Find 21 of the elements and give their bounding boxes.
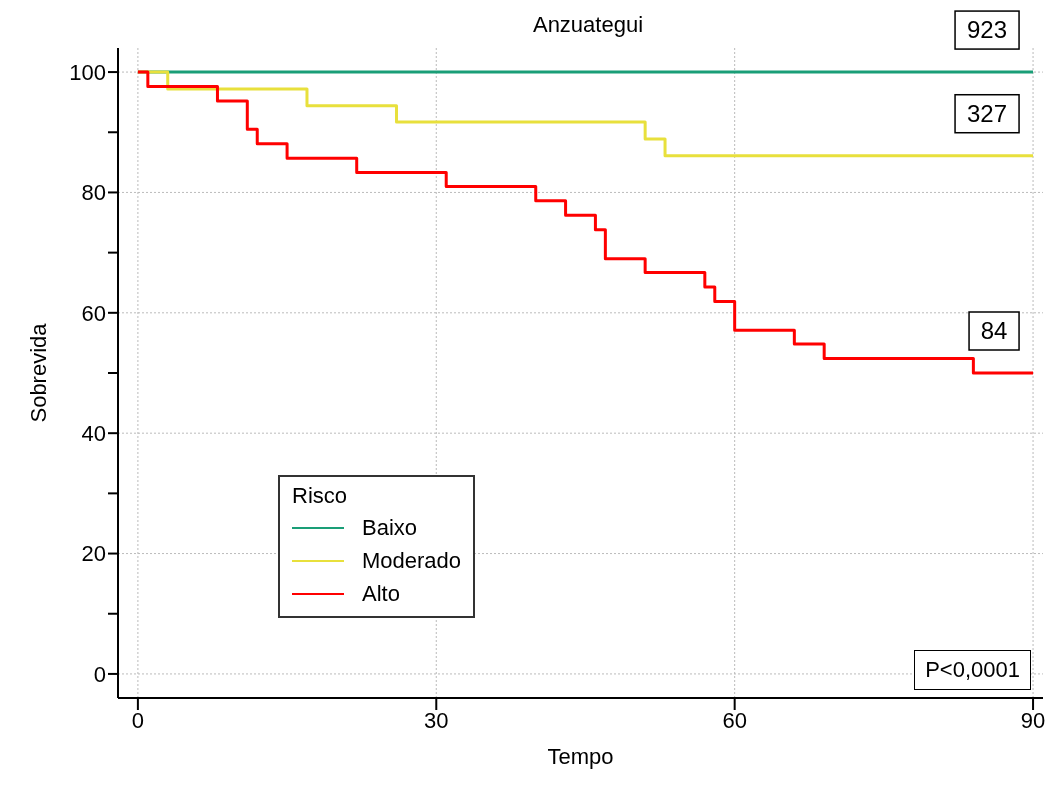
legend-label: Moderado bbox=[362, 547, 462, 574]
legend-label: Alto bbox=[362, 580, 400, 607]
y-tick-label: 0 bbox=[93, 661, 106, 687]
y-tick-label: 80 bbox=[81, 180, 106, 206]
x-tick-label: 30 bbox=[424, 707, 449, 733]
y-tick-label: 20 bbox=[81, 541, 106, 567]
annotation: 327 bbox=[967, 99, 1008, 127]
legend-label: Baixo bbox=[362, 514, 418, 541]
x-tick-label: 90 bbox=[1020, 707, 1046, 733]
x-tick-label: 60 bbox=[722, 707, 747, 733]
y-tick-label: 40 bbox=[81, 421, 106, 446]
annotation: P<0,0001 bbox=[914, 650, 1031, 690]
annotation: 84 bbox=[980, 317, 1008, 344]
y-tick-label: 60 bbox=[81, 300, 106, 326]
legend-title: Risco bbox=[292, 483, 348, 509]
chart-title: Anzuategui bbox=[532, 12, 644, 37]
y-axis-title: Sobrevida bbox=[25, 322, 51, 423]
x-tick-label: 0 bbox=[131, 707, 145, 733]
text: 923 bbox=[967, 16, 1008, 44]
x-axis-title: Tempo bbox=[547, 744, 614, 769]
y-tick-label: 100 bbox=[69, 59, 106, 85]
